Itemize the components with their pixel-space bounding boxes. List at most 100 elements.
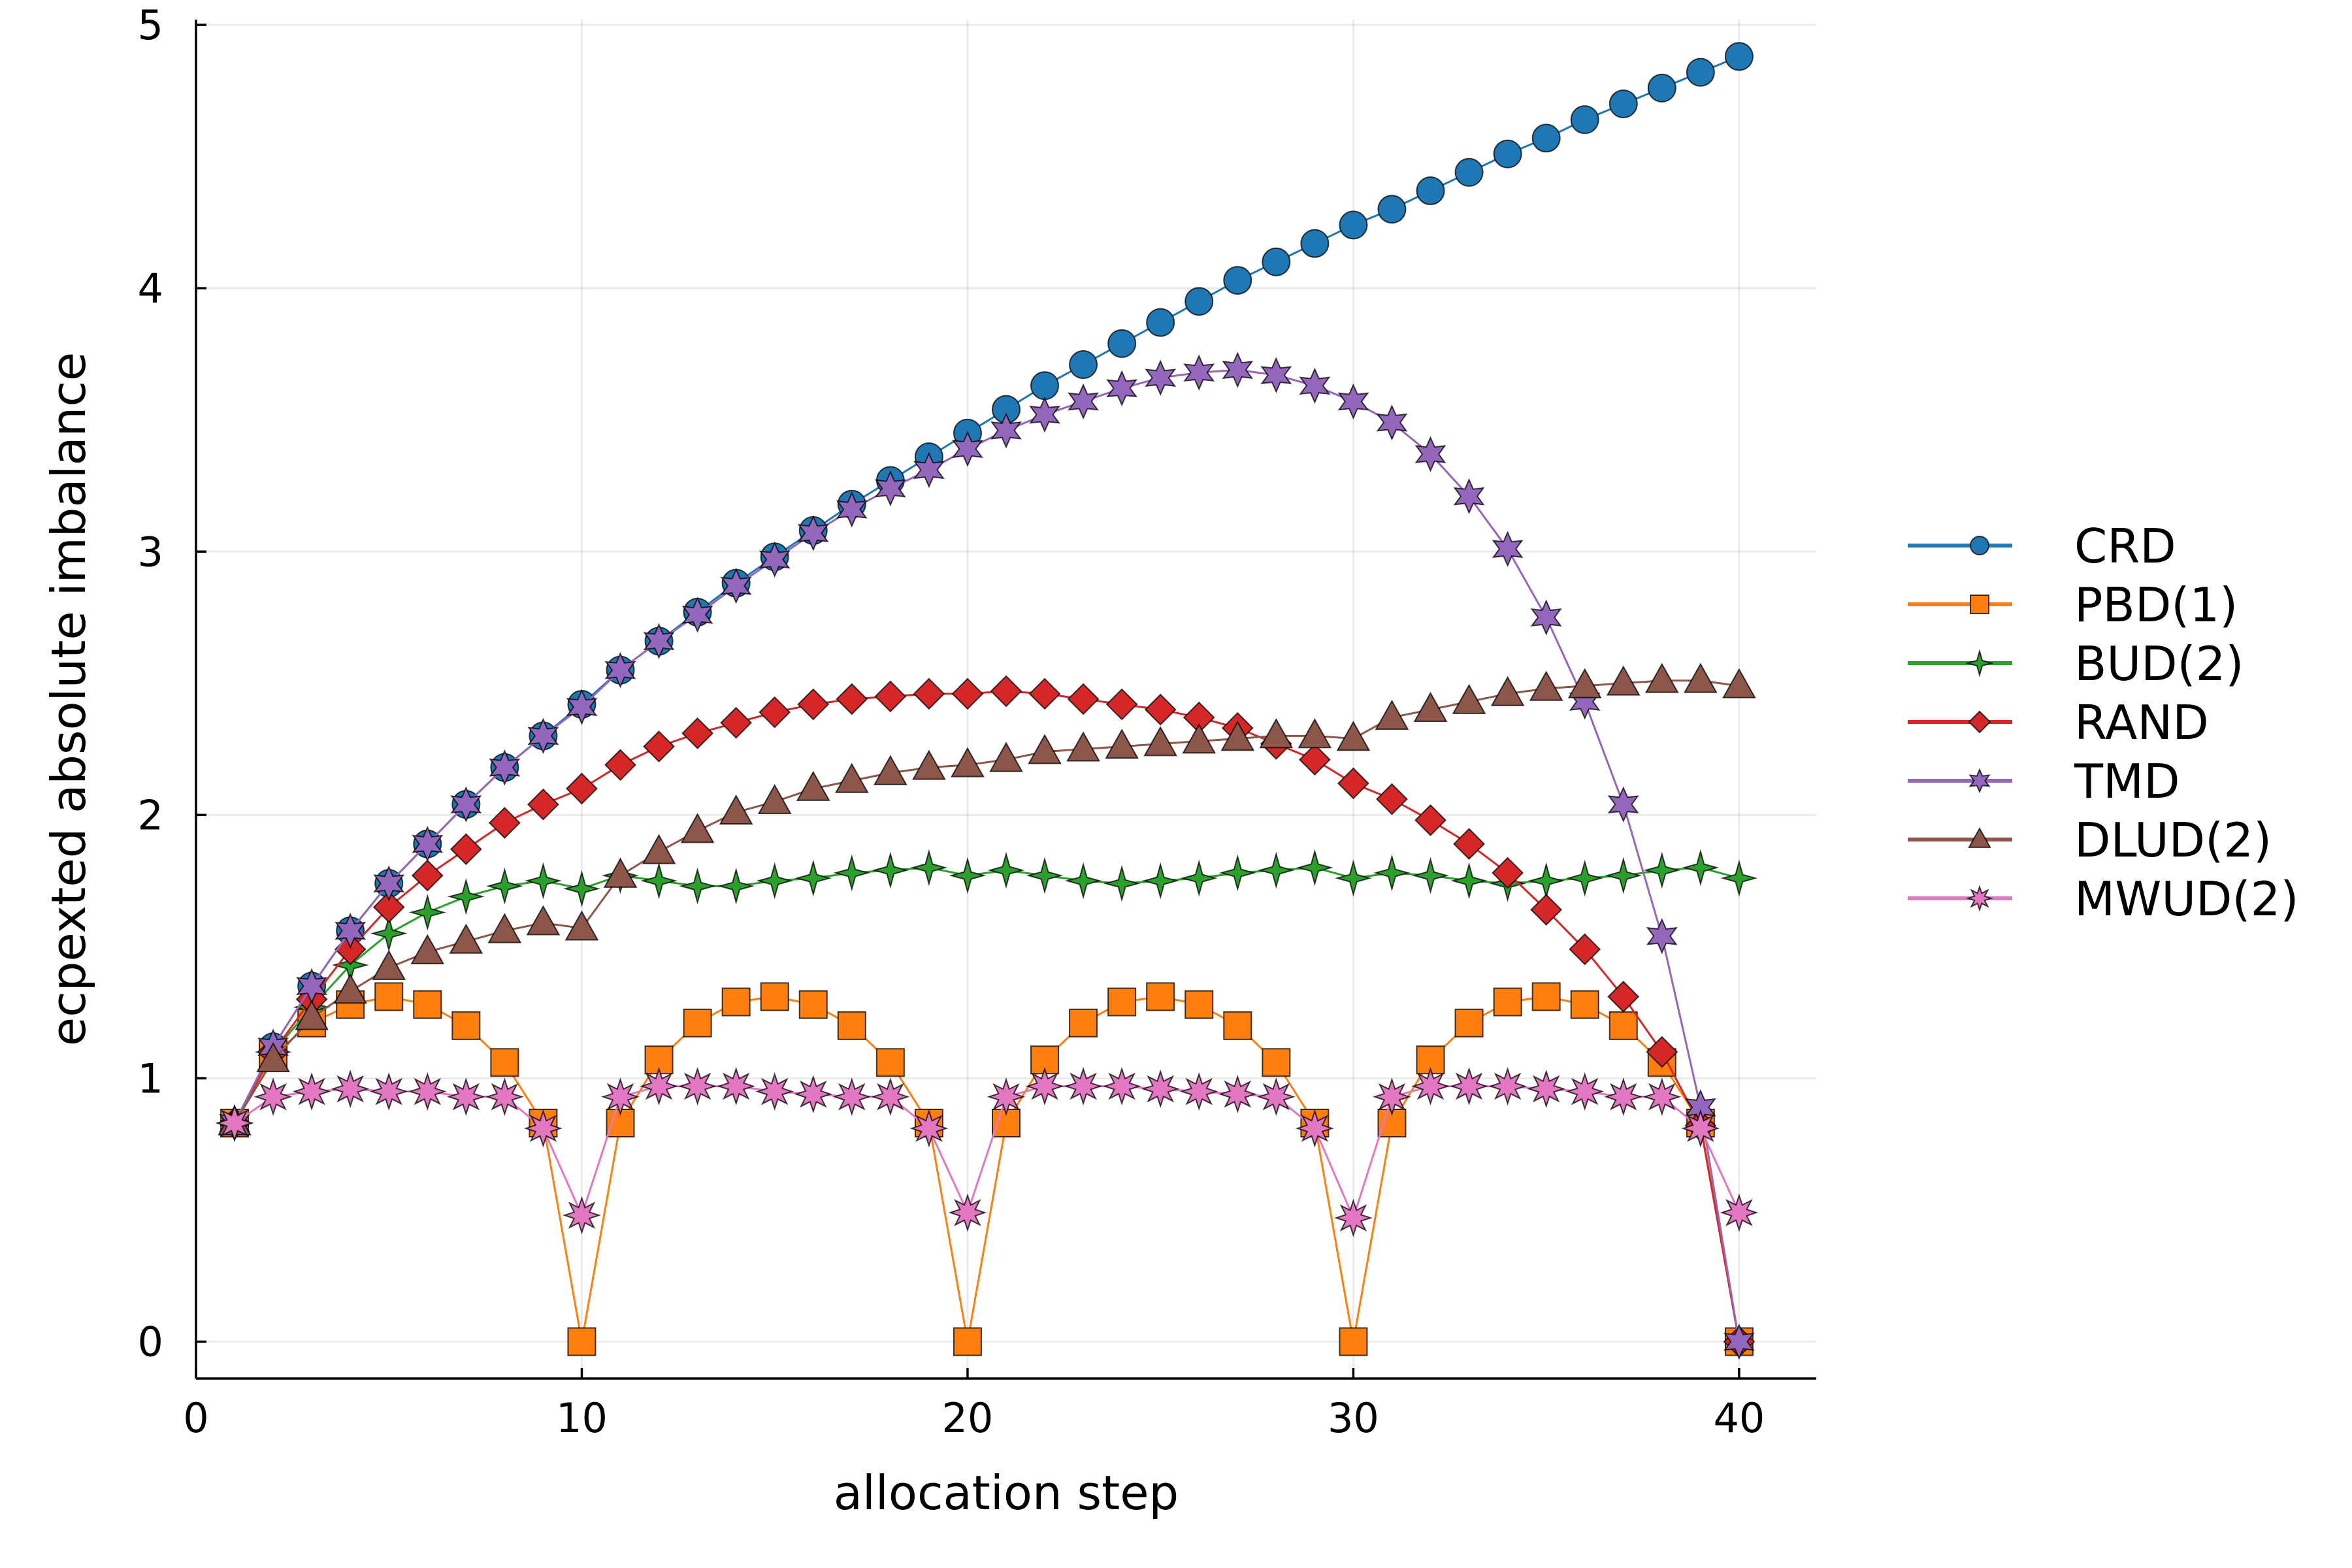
series-bud-2	[216, 849, 1758, 1142]
data-point	[1570, 105, 1599, 135]
series-line-tmd	[233, 368, 1740, 1342]
data-point	[1607, 786, 1639, 823]
data-point	[1299, 367, 1331, 404]
series-mwud-2	[215, 1067, 1759, 1237]
data-point	[1530, 599, 1562, 636]
data-point	[1722, 668, 1756, 698]
data-point	[1102, 1067, 1141, 1105]
data-point	[875, 1048, 905, 1077]
data-point	[1720, 859, 1758, 897]
x-tick-label: 10	[556, 1394, 608, 1442]
data-point	[1064, 862, 1102, 900]
data-point	[295, 1000, 329, 1030]
data-point	[681, 717, 714, 749]
series-crd	[220, 42, 1754, 1137]
data-point	[1450, 862, 1488, 900]
data-point	[374, 982, 404, 1011]
series-line-bud-2	[233, 866, 1740, 1124]
data-point	[1069, 350, 1098, 380]
data-point	[331, 1070, 370, 1109]
data-point	[913, 451, 945, 488]
data-point	[1604, 1077, 1643, 1117]
data-point	[1607, 981, 1640, 1013]
data-point	[1146, 982, 1175, 1011]
data-point	[567, 1327, 596, 1356]
data-point	[1028, 678, 1061, 710]
data-point	[1644, 662, 1679, 693]
data-point	[1530, 894, 1563, 926]
data-point	[1298, 743, 1331, 776]
data-point	[527, 788, 559, 821]
legend-item-crd: CRD	[1908, 519, 2176, 574]
data-point	[1143, 726, 1178, 757]
legend-label: RAND	[2074, 695, 2209, 750]
data-point	[1223, 266, 1252, 295]
data-point	[1566, 859, 1604, 897]
data-point	[1647, 73, 1676, 103]
data-point	[757, 783, 792, 815]
data-point	[446, 1077, 485, 1117]
legend-item-rand: RAND	[1908, 695, 2209, 750]
data-point	[719, 794, 753, 825]
data-point	[1609, 89, 1638, 118]
legend-marker	[1970, 595, 1989, 614]
data-point	[1029, 397, 1061, 433]
data-point	[1609, 1011, 1638, 1040]
axes	[195, 20, 1816, 1380]
data-point	[369, 1072, 408, 1111]
data-point	[524, 862, 562, 900]
data-point	[759, 541, 791, 578]
data-point	[449, 833, 482, 866]
data-point	[834, 762, 869, 793]
data-point	[990, 412, 1022, 449]
data-point	[451, 1011, 481, 1040]
series-dlud-2	[218, 662, 1756, 1135]
data-point	[1218, 854, 1256, 892]
data-point	[1569, 933, 1601, 966]
data-point	[1720, 1193, 1759, 1232]
data-point	[1567, 668, 1602, 698]
data-point	[1605, 857, 1642, 894]
data-point	[1565, 1072, 1605, 1111]
data-point	[1529, 670, 1563, 701]
data-point	[1454, 157, 1484, 187]
data-point	[836, 683, 868, 715]
data-point	[1643, 851, 1681, 889]
data-point	[720, 568, 752, 604]
series-line-pbd-1	[233, 995, 1740, 1342]
legend-item-dlud-2: DLUD(2)	[1908, 813, 2272, 868]
data-point	[372, 949, 406, 981]
legend-marker	[1968, 768, 1991, 794]
data-point	[1682, 849, 1720, 887]
data-point	[951, 678, 984, 710]
data-point	[643, 623, 675, 659]
data-point	[680, 813, 715, 843]
legend-item-bud-2: BUD(2)	[1908, 636, 2244, 691]
data-point	[871, 1077, 910, 1117]
data-point	[1569, 683, 1601, 720]
legend-marker	[1968, 710, 1991, 734]
data-point	[1106, 370, 1138, 406]
data-point	[256, 1042, 290, 1073]
data-point	[1146, 308, 1175, 337]
legend-label: PBD(1)	[2074, 578, 2238, 632]
data-point	[1025, 1067, 1064, 1105]
data-point	[1067, 683, 1100, 715]
y-tick-label: 5	[138, 1, 163, 49]
y-tick-label: 4	[138, 265, 163, 312]
data-point	[1411, 1067, 1450, 1106]
data-point	[1450, 1067, 1488, 1105]
data-point	[253, 1077, 293, 1117]
data-point	[1105, 688, 1138, 721]
data-point	[1488, 1067, 1527, 1106]
data-point	[1375, 699, 1409, 730]
data-point	[951, 747, 985, 777]
data-point	[1184, 287, 1214, 316]
data-point	[794, 1075, 833, 1114]
data-point	[1064, 1067, 1103, 1106]
data-point	[987, 851, 1025, 889]
data-point	[681, 596, 713, 633]
data-point	[1681, 1109, 1720, 1148]
